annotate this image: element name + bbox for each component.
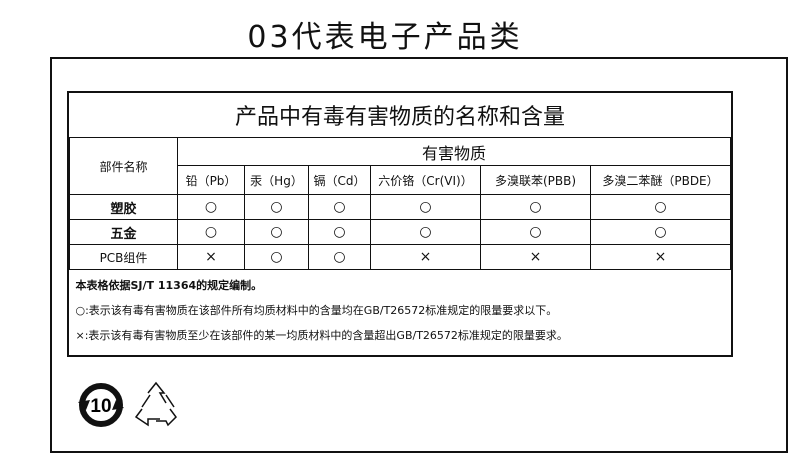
substance-value: ○ — [244, 219, 309, 245]
substance-value: ○ — [177, 219, 245, 245]
table-row: 五金 ○ ○ ○ ○ ○ ○ — [69, 219, 731, 245]
environment-friendly-use-period-icon: 10 — [78, 383, 124, 427]
column-header: 镉（Cd） — [308, 165, 371, 195]
column-header: 多溴联苯(PBB) — [480, 165, 591, 195]
logos: 10 — [76, 380, 186, 434]
substance-value: ○ — [480, 194, 591, 220]
substance-value: ○ — [590, 219, 731, 245]
substance-value: ○ — [480, 219, 591, 245]
substance-value: × — [590, 244, 731, 270]
table-row: PCB组件 × ○ ○ × × × — [69, 244, 731, 270]
part-header: 部件名称 — [69, 137, 178, 195]
substance-value: ○ — [308, 194, 371, 220]
note: 本表格依据SJ/T 11364的规定编制。 — [75, 279, 263, 292]
substance-value: ○ — [308, 219, 371, 245]
substance-value: ○ — [244, 244, 309, 270]
note: ○:表示该有毒有害物质在该部件所有均质材料中的含量均在GB/T26572标准规定… — [75, 304, 558, 317]
substance-value: × — [480, 244, 591, 270]
substance-header: 有害物质 — [177, 137, 731, 166]
page-title: 03代表电子产品类 — [247, 20, 523, 55]
efup-number: 10 — [90, 396, 111, 417]
part-name: PCB组件 — [69, 244, 178, 270]
substance-value: × — [370, 244, 481, 270]
recycle-icon — [134, 381, 177, 427]
document-frame — [50, 57, 788, 453]
table-row: 塑胶 ○ ○ ○ ○ ○ ○ — [69, 194, 731, 220]
table-title: 产品中有毒有害物质的名称和含量 — [69, 93, 731, 138]
substance-value: × — [177, 244, 245, 270]
substance-value: ○ — [308, 244, 371, 270]
note: ×:表示该有毒有害物质至少在该部件的某一均质材料中的含量超出GB/T26572标… — [75, 329, 568, 342]
part-name: 五金 — [69, 219, 178, 245]
column-header: 铅（Pb） — [177, 165, 245, 195]
column-header: 汞（Hg） — [244, 165, 309, 195]
hazardous-substance-table: 产品中有毒有害物质的名称和含量 部件名称 有害物质 铅（Pb） 汞（Hg） 镉（Cd… — [67, 91, 733, 357]
substance-value: ○ — [177, 194, 245, 220]
notes: 本表格依据SJ/T 11364的规定编制。 ○:表示该有毒有害物质在该部件所有均质… — [70, 270, 731, 355]
column-header: 多溴二苯醚（PBDE） — [590, 165, 731, 195]
substance-value: ○ — [590, 194, 731, 220]
part-name: 塑胶 — [69, 194, 178, 220]
column-header: 六价铬（Cr(VI)） — [370, 165, 481, 195]
substance-value: ○ — [244, 194, 309, 220]
substance-value: ○ — [370, 219, 481, 245]
substance-value: ○ — [370, 194, 481, 220]
